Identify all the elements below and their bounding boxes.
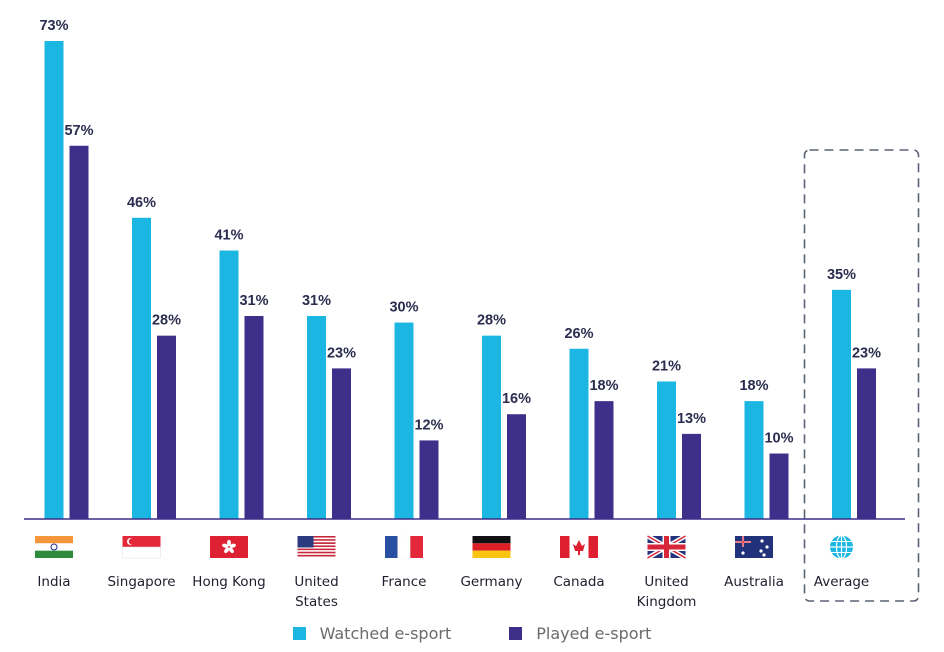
singapore-flag-icon: [122, 536, 161, 559]
legend-label-watched: Watched e-sport: [319, 624, 452, 643]
category-label-germany: Germany: [460, 574, 522, 590]
us-flag-icon: [297, 536, 336, 558]
category-label-australia: Australia: [724, 574, 784, 590]
bar-watched-hong-kong: [219, 250, 239, 519]
category-label-hong-kong: Hong Kong: [192, 574, 265, 590]
category-label-average: Average: [814, 574, 869, 590]
bar-played-united-states: [332, 368, 351, 519]
globe-icon: [830, 534, 853, 560]
bar-played-average: [857, 368, 876, 519]
value-label-played-hong-kong: 31%: [239, 293, 268, 309]
category-label-singapore: Singapore: [107, 574, 175, 590]
bar-watched-india: [44, 41, 64, 519]
value-label-watched-united-kingdom: 21%: [652, 358, 681, 374]
legend: Watched e-sport Played e-sport: [0, 624, 944, 643]
bar-played-germany: [507, 414, 526, 519]
bar-played-india: [69, 145, 89, 519]
bar-watched-singapore: [132, 217, 151, 519]
category-label-united-states-line2: States: [295, 594, 338, 610]
value-label-watched-canada: 26%: [564, 326, 593, 342]
canada-flag-icon: [560, 536, 598, 558]
value-label-played-average: 23%: [852, 345, 881, 361]
bar-watched-united-states: [307, 316, 326, 519]
france-flag-icon: [385, 535, 423, 559]
legend-item-played: Played e-sport: [509, 624, 651, 643]
value-label-watched-france: 30%: [389, 300, 418, 316]
legend-swatch-watched: [292, 627, 306, 640]
value-label-played-germany: 16%: [502, 391, 531, 407]
category-label-united-kingdom-line2: Kingdom: [637, 594, 697, 610]
highlight-box: [803, 149, 920, 602]
value-label-played-united-kingdom: 13%: [677, 411, 706, 427]
value-label-played-singapore: 28%: [152, 313, 181, 329]
bar-watched-united-kingdom: [657, 381, 676, 519]
value-label-played-india: 57%: [64, 123, 93, 139]
bar-watched-average: [832, 289, 851, 519]
legend-label-played: Played e-sport: [536, 624, 652, 643]
value-label-watched-singapore: 46%: [127, 195, 156, 211]
value-label-played-france: 12%: [414, 417, 443, 433]
category-label-united-kingdom-line1: United: [644, 574, 688, 590]
bar-watched-france: [394, 322, 414, 519]
australia-flag-icon: [735, 536, 773, 558]
bar-played-united-kingdom: [682, 433, 701, 519]
value-label-watched-united-states: 31%: [302, 293, 331, 309]
value-label-watched-hong-kong: 41%: [214, 228, 243, 244]
value-label-played-canada: 18%: [589, 378, 618, 394]
india-flag-icon: [35, 536, 73, 558]
value-label-played-united-states: 23%: [327, 345, 356, 361]
uk-flag-icon: [646, 534, 687, 560]
value-label-watched-australia: 18%: [739, 378, 768, 394]
category-label-france: France: [382, 574, 427, 590]
bar-played-singapore: [157, 335, 176, 519]
legend-swatch-played: [509, 627, 523, 640]
bar-played-australia: [769, 453, 789, 519]
category-label-india: India: [37, 574, 70, 590]
hong-kong-flag-icon: [210, 536, 248, 558]
bar-played-hong-kong: [244, 316, 264, 519]
category-label-united-states-line1: United: [294, 574, 338, 590]
value-label-played-australia: 10%: [764, 431, 793, 447]
bar-watched-germany: [482, 335, 501, 519]
bar-watched-australia: [744, 401, 764, 519]
value-label-watched-average: 35%: [827, 267, 856, 283]
value-label-watched-india: 73%: [39, 18, 68, 34]
legend-item-watched: Watched e-sport: [292, 624, 452, 643]
bar-played-canada: [594, 401, 614, 519]
germany-flag-icon: [472, 536, 511, 558]
bar-played-france: [419, 440, 439, 519]
bar-watched-canada: [569, 348, 589, 519]
category-label-canada: Canada: [553, 574, 604, 590]
value-label-watched-germany: 28%: [477, 313, 506, 329]
